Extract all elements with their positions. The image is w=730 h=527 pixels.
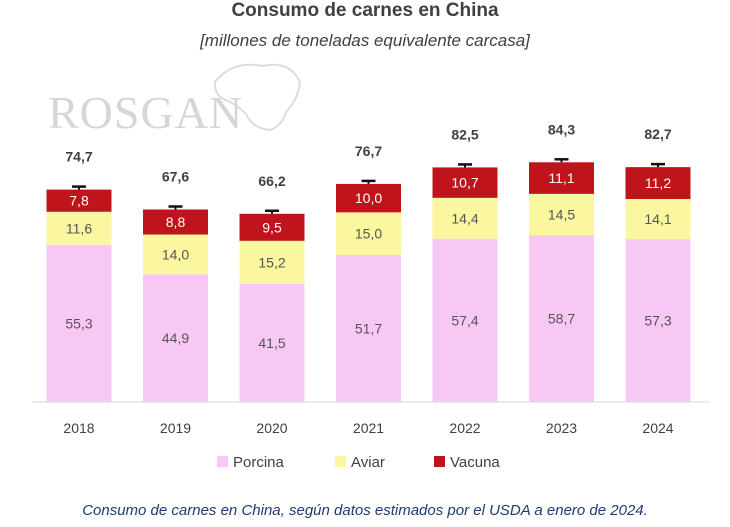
x-axis-ticks: 2018 2019 2020 2021 2022 2023 2024 bbox=[63, 420, 673, 436]
x-tick-label-2021: 2021 bbox=[353, 420, 384, 436]
bar-group-2022: 57,4 14,4 10,7 82,5 bbox=[432, 126, 498, 402]
total-label-2021: 76,7 bbox=[355, 143, 382, 159]
bar-group-2020: 41,5 15,2 9,5 66,2 bbox=[239, 173, 305, 402]
data-label-aviar-2021: 15,0 bbox=[355, 226, 382, 242]
data-label-porcina-2021: 51,7 bbox=[355, 320, 382, 336]
total-label-2022: 82,5 bbox=[451, 126, 478, 142]
legend-swatch-vacuna bbox=[434, 456, 445, 467]
data-label-aviar-2020: 15,2 bbox=[258, 254, 285, 270]
x-tick-label-2024: 2024 bbox=[642, 420, 673, 436]
bar-group-2021: 51,7 15,0 10,0 76,7 bbox=[336, 143, 401, 402]
legend-swatch-porcina bbox=[217, 456, 228, 467]
data-label-aviar-2019: 14,0 bbox=[162, 246, 189, 262]
data-label-aviar-2023: 14,5 bbox=[548, 206, 575, 222]
legend-label-aviar: Aviar bbox=[351, 454, 385, 471]
total-label-2019: 67,6 bbox=[162, 169, 189, 185]
legend: Porcina Aviar Vacuna bbox=[217, 454, 500, 471]
bar-aviar-2020 bbox=[239, 240, 305, 284]
data-label-aviar-2018: 11,6 bbox=[66, 220, 92, 236]
chart-subtitle: [millones de toneladas equivalente carca… bbox=[199, 31, 531, 50]
bar-aviar-2019 bbox=[143, 234, 208, 275]
data-label-vacuna-2019: 8,8 bbox=[166, 214, 186, 230]
bar-porcina-2021 bbox=[336, 254, 401, 402]
bar-vacuna-2020 bbox=[239, 213, 305, 241]
bar-aviar-2022 bbox=[432, 197, 498, 239]
bar-vacuna-2019 bbox=[143, 209, 208, 235]
rosgan-logo: ROSGAN bbox=[48, 63, 302, 138]
bar-aviar-2018 bbox=[46, 211, 112, 245]
data-label-porcina-2022: 57,4 bbox=[451, 312, 478, 328]
data-label-vacuna-2021: 10,0 bbox=[355, 190, 382, 206]
bar-porcina-2022 bbox=[432, 238, 498, 402]
data-label-porcina-2019: 44,9 bbox=[162, 330, 189, 346]
bar-porcina-2023 bbox=[529, 235, 594, 402]
data-label-porcina-2020: 41,5 bbox=[258, 335, 285, 351]
bar-porcina-2024 bbox=[625, 239, 691, 402]
x-tick-label-2018: 2018 bbox=[63, 420, 94, 436]
data-label-vacuna-2023: 11,1 bbox=[548, 170, 574, 186]
legend-label-vacuna: Vacuna bbox=[450, 454, 500, 471]
chart-title: Consumo de carnes en China bbox=[231, 0, 499, 21]
data-label-vacuna-2018: 7,8 bbox=[69, 193, 89, 209]
data-label-aviar-2024: 14,1 bbox=[644, 211, 671, 227]
watermark-text: ROSGAN bbox=[48, 87, 243, 138]
bar-group-2023: 58,7 14,5 11,1 84,3 bbox=[529, 121, 594, 402]
total-label-2023: 84,3 bbox=[548, 121, 575, 137]
caption: Consumo de carnes en China, según datos … bbox=[82, 502, 648, 519]
x-tick-label-2022: 2022 bbox=[449, 420, 480, 436]
bar-group-2024: 57,3 14,1 11,2 82,7 bbox=[625, 126, 691, 402]
data-label-porcina-2024: 57,3 bbox=[644, 313, 671, 329]
legend-swatch-aviar bbox=[335, 456, 346, 467]
x-tick-label-2019: 2019 bbox=[160, 420, 191, 436]
bar-vacuna-2021 bbox=[336, 183, 401, 213]
bar-aviar-2024 bbox=[625, 198, 691, 240]
bar-vacuna-2024 bbox=[625, 167, 691, 199]
bar-vacuna-2018 bbox=[46, 189, 112, 212]
x-tick-label-2020: 2020 bbox=[256, 420, 287, 436]
bars: 55,3 11,6 7,8 74,7 44,9 14,0 8,8 67,6 41,5 15,2 9,… bbox=[46, 121, 691, 402]
bar-vacuna-2023 bbox=[529, 162, 594, 194]
data-label-vacuna-2022: 10,7 bbox=[451, 175, 478, 191]
legend-label-porcina: Porcina bbox=[233, 454, 285, 471]
bar-vacuna-2022 bbox=[432, 167, 498, 198]
bar-porcina-2018 bbox=[46, 244, 112, 402]
total-label-2020: 66,2 bbox=[258, 173, 285, 189]
bar-porcina-2020 bbox=[239, 284, 305, 402]
bar-aviar-2021 bbox=[336, 212, 401, 255]
bar-group-2018: 55,3 11,6 7,8 74,7 bbox=[46, 149, 112, 402]
chart: Consumo de carnes en China [millones de … bbox=[32, 0, 710, 471]
x-tick-label-2023: 2023 bbox=[546, 420, 577, 436]
data-label-porcina-2023: 58,7 bbox=[548, 311, 575, 327]
data-label-porcina-2018: 55,3 bbox=[65, 315, 92, 331]
cow-head-icon bbox=[213, 63, 302, 132]
bar-group-2019: 44,9 14,0 8,8 67,6 bbox=[143, 169, 208, 402]
data-label-vacuna-2020: 9,5 bbox=[262, 219, 282, 235]
total-label-2018: 74,7 bbox=[65, 149, 92, 165]
data-label-vacuna-2024: 11,2 bbox=[645, 175, 671, 191]
data-label-aviar-2022: 14,4 bbox=[451, 210, 478, 226]
total-label-2024: 82,7 bbox=[644, 126, 671, 142]
bar-porcina-2019 bbox=[143, 274, 208, 402]
bar-aviar-2023 bbox=[529, 193, 594, 236]
